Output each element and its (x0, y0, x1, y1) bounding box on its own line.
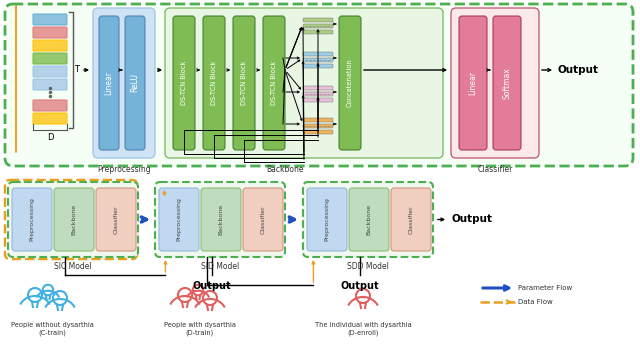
Text: Backbone: Backbone (72, 204, 77, 235)
Text: Backbone: Backbone (367, 204, 371, 235)
FancyBboxPatch shape (203, 16, 225, 150)
FancyBboxPatch shape (303, 130, 333, 134)
FancyBboxPatch shape (159, 188, 199, 251)
Text: (C-train): (C-train) (38, 329, 66, 335)
Text: Output: Output (340, 281, 380, 291)
Text: DS-TCN Block: DS-TCN Block (241, 61, 247, 105)
Text: Output: Output (451, 215, 492, 224)
FancyBboxPatch shape (303, 64, 333, 68)
Text: Concatenation: Concatenation (347, 59, 353, 107)
Text: The individual with dysarthia: The individual with dysarthia (315, 322, 412, 328)
FancyBboxPatch shape (12, 188, 52, 251)
Text: Output: Output (193, 281, 231, 291)
FancyBboxPatch shape (303, 118, 333, 122)
FancyBboxPatch shape (303, 86, 333, 90)
FancyBboxPatch shape (349, 188, 389, 251)
Text: Output: Output (558, 65, 599, 75)
FancyBboxPatch shape (303, 182, 433, 257)
FancyBboxPatch shape (33, 14, 67, 25)
Text: (D-enroll): (D-enroll) (348, 329, 379, 335)
Text: Preprocessing: Preprocessing (324, 198, 330, 242)
FancyBboxPatch shape (33, 100, 67, 111)
Text: SIC Model: SIC Model (54, 262, 92, 271)
Text: Preprocessing: Preprocessing (97, 165, 151, 174)
FancyBboxPatch shape (201, 188, 241, 251)
FancyBboxPatch shape (303, 92, 333, 96)
FancyBboxPatch shape (96, 188, 136, 251)
Text: Data Flow: Data Flow (518, 299, 553, 305)
FancyBboxPatch shape (459, 16, 487, 150)
Text: SID Model: SID Model (201, 262, 239, 271)
Text: Classifier: Classifier (477, 165, 513, 174)
FancyBboxPatch shape (233, 16, 255, 150)
Text: Linear: Linear (468, 71, 477, 95)
Text: Backbone: Backbone (218, 204, 223, 235)
FancyBboxPatch shape (303, 18, 333, 22)
Text: DS-TCN Block: DS-TCN Block (211, 61, 217, 105)
Text: DS-TCN Block: DS-TCN Block (271, 61, 277, 105)
FancyBboxPatch shape (303, 124, 333, 128)
Text: Softmax: Softmax (502, 67, 511, 99)
FancyBboxPatch shape (303, 52, 333, 56)
Text: Backbone: Backbone (266, 165, 304, 174)
Text: Linear: Linear (104, 71, 113, 95)
FancyBboxPatch shape (155, 182, 285, 257)
FancyBboxPatch shape (173, 16, 195, 150)
FancyBboxPatch shape (125, 16, 145, 150)
Text: People without dysarthia: People without dysarthia (11, 322, 93, 328)
FancyBboxPatch shape (451, 8, 539, 158)
Text: People with dysarthia: People with dysarthia (164, 322, 236, 328)
FancyBboxPatch shape (33, 113, 67, 124)
Text: (D-train): (D-train) (186, 329, 214, 335)
Text: Preprocessing: Preprocessing (177, 198, 182, 242)
FancyBboxPatch shape (8, 182, 138, 257)
FancyBboxPatch shape (33, 79, 67, 90)
Text: Classifier: Classifier (260, 205, 266, 234)
Text: DS-TCN Block: DS-TCN Block (181, 61, 187, 105)
FancyBboxPatch shape (243, 188, 283, 251)
Text: SDD Model: SDD Model (347, 262, 389, 271)
FancyBboxPatch shape (263, 16, 285, 150)
FancyBboxPatch shape (303, 24, 333, 28)
FancyBboxPatch shape (93, 8, 155, 158)
FancyBboxPatch shape (165, 8, 443, 158)
Text: Parameter Flow: Parameter Flow (518, 285, 572, 291)
FancyBboxPatch shape (303, 30, 333, 34)
FancyBboxPatch shape (99, 16, 119, 150)
FancyBboxPatch shape (303, 58, 333, 62)
Text: T: T (74, 66, 79, 74)
Text: ReLU: ReLU (131, 74, 140, 92)
FancyBboxPatch shape (33, 66, 67, 77)
FancyBboxPatch shape (33, 53, 67, 64)
FancyBboxPatch shape (33, 40, 67, 51)
FancyBboxPatch shape (33, 27, 67, 38)
FancyBboxPatch shape (303, 98, 333, 102)
Text: D: D (47, 134, 53, 142)
Text: Classifier: Classifier (113, 205, 118, 234)
FancyBboxPatch shape (339, 16, 361, 150)
Text: Classifier: Classifier (408, 205, 413, 234)
FancyBboxPatch shape (5, 4, 633, 166)
Text: Preprocessing: Preprocessing (29, 198, 35, 242)
FancyBboxPatch shape (493, 16, 521, 150)
FancyBboxPatch shape (307, 188, 347, 251)
FancyBboxPatch shape (54, 188, 94, 251)
FancyBboxPatch shape (391, 188, 431, 251)
